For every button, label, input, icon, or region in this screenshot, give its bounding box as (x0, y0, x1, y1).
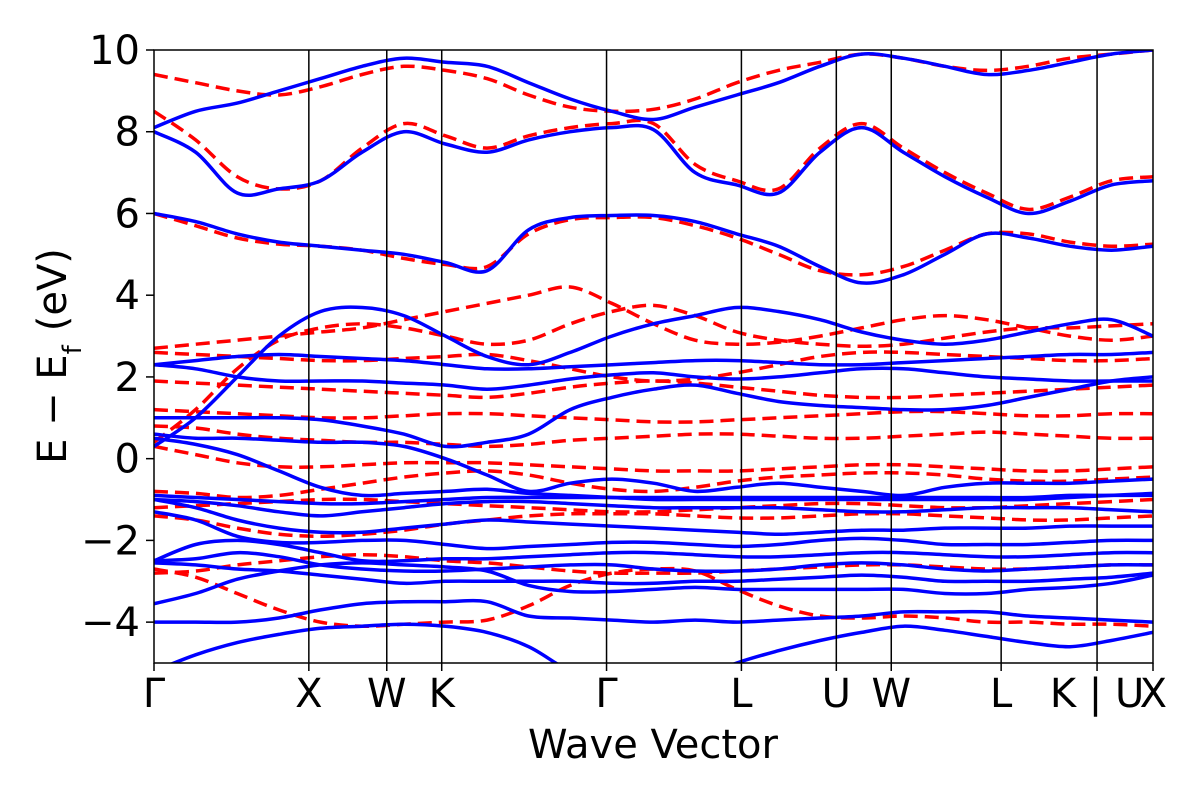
band-line-solid (154, 493, 1153, 506)
y-tick-label: 4 (115, 273, 140, 319)
band-line-dashed (154, 566, 1153, 629)
band-line-dashed (154, 303, 1153, 444)
band-line-solid (154, 305, 1153, 448)
band-line-solid (154, 432, 1153, 498)
band-line-dashed (154, 511, 1153, 539)
svg-text:E − Ef(eV): E − Ef (eV) (30, 248, 88, 464)
x-tick-label: U (822, 671, 851, 717)
band-line-dashed (154, 444, 1153, 473)
y-tick-label: 0 (115, 437, 140, 483)
plot-frame (153, 49, 1154, 664)
band-line-solid (154, 362, 1153, 391)
x-tick-label: K (429, 671, 457, 717)
x-tick-label: X (1140, 671, 1167, 717)
band-line-dashed (154, 50, 1153, 114)
x-tick-label: W (367, 671, 407, 717)
y-axis: −4 −2 0 2 4 6 8 10 (81, 28, 154, 646)
y-axis-label-unit: (eV) (30, 248, 76, 331)
band-line-solid (154, 538, 1153, 564)
band-line-solid (154, 510, 1153, 551)
y-tick-label: 10 (89, 28, 140, 74)
band-line-solid (154, 375, 1153, 449)
x-tick-label: Γ (595, 671, 618, 717)
band-line-solid (154, 550, 1153, 574)
band-line-solid (154, 50, 1153, 130)
x-tick-label: K | U (1050, 671, 1144, 717)
band-line-solid (154, 497, 1153, 518)
x-axis-label: Wave Vector (528, 722, 779, 768)
x-tick-label: X (295, 671, 322, 717)
y-axis-label-subscript: f (58, 344, 88, 354)
y-axis-label: E − Ef (eV) (30, 248, 88, 464)
y-tick-label: 8 (115, 110, 140, 156)
x-tick-label: Γ (143, 671, 166, 717)
band-line-solid (154, 123, 1153, 216)
band-line-solid (154, 497, 1153, 537)
band-line-solid (154, 598, 1153, 625)
x-tick-label: L (730, 671, 753, 717)
kpoint-lines (308, 50, 1098, 663)
y-axis-label-main: E − E (30, 354, 76, 464)
y-tick-label: −4 (81, 600, 140, 646)
y-tick-label: 2 (115, 355, 140, 401)
band-line-solid (154, 436, 1153, 502)
bands-layer (154, 50, 1153, 663)
band-line-solid (154, 350, 1153, 371)
band-line-solid (154, 211, 1153, 285)
x-tick-label: W (871, 671, 911, 717)
y-tick-label: −2 (81, 518, 140, 564)
x-tick-label: L (990, 671, 1013, 717)
band-line-solid (169, 622, 1153, 663)
band-line-solid (154, 561, 1153, 586)
y-tick-label: 6 (115, 191, 140, 237)
